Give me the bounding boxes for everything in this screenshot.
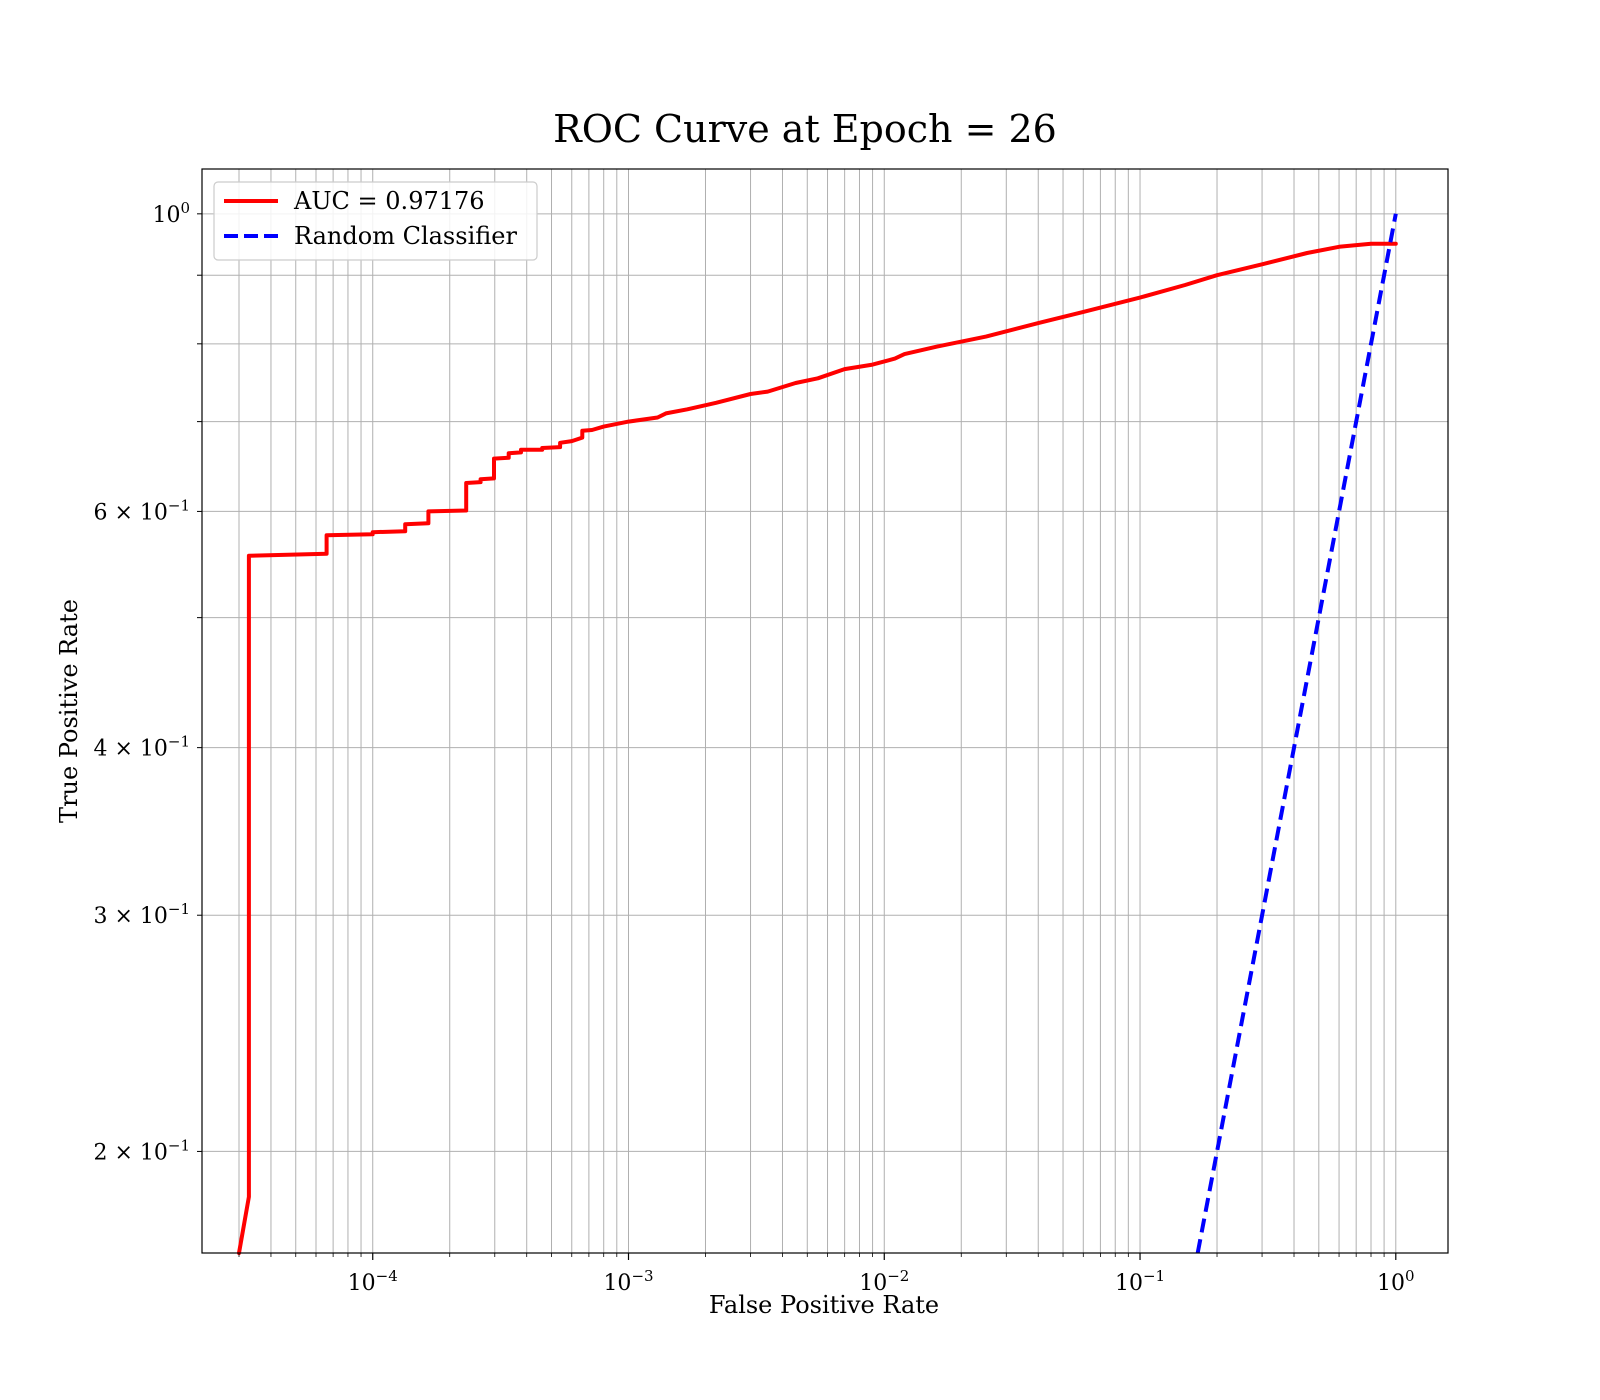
legend: AUC = 0.97176 Random Classifier xyxy=(213,181,538,261)
y-tick-label: 100 xyxy=(152,199,190,228)
series-layer xyxy=(237,213,1398,1255)
y-tick-label: 3 × 10−1 xyxy=(93,900,190,929)
x-tick-label: 10−4 xyxy=(348,1267,398,1296)
roc-curve xyxy=(237,241,1398,1255)
legend-label-random: Random Classifier xyxy=(294,222,517,250)
chart-title: ROC Curve at Epoch = 26 xyxy=(553,107,1057,151)
plot-frame xyxy=(201,168,1449,1254)
y-tick-label: 4 × 10−1 xyxy=(93,733,190,762)
x-tick-label: 10−3 xyxy=(603,1267,653,1296)
legend-label-auc: AUC = 0.97176 xyxy=(293,187,485,215)
y-tick-label: 6 × 10−1 xyxy=(93,496,190,525)
x-tick-label: 10−2 xyxy=(859,1267,909,1296)
x-tick-label: 10−1 xyxy=(1115,1267,1165,1296)
legend-box xyxy=(213,181,538,261)
y-tick-label: 2 × 10−1 xyxy=(93,1136,190,1165)
axis-ticks: 10−4 10−3 10−2 10−1 100 100 6 × 10−1 4 × 10−1 3 … xyxy=(93,199,1414,1296)
plot-background xyxy=(202,169,1448,1253)
grid xyxy=(202,169,1448,1253)
y-axis-label: True Positive Rate xyxy=(55,599,83,823)
x-axis-label: False Positive Rate xyxy=(709,1291,939,1319)
x-tick-label: 100 xyxy=(1377,1267,1415,1296)
random-classifier-line xyxy=(1195,213,1398,1254)
